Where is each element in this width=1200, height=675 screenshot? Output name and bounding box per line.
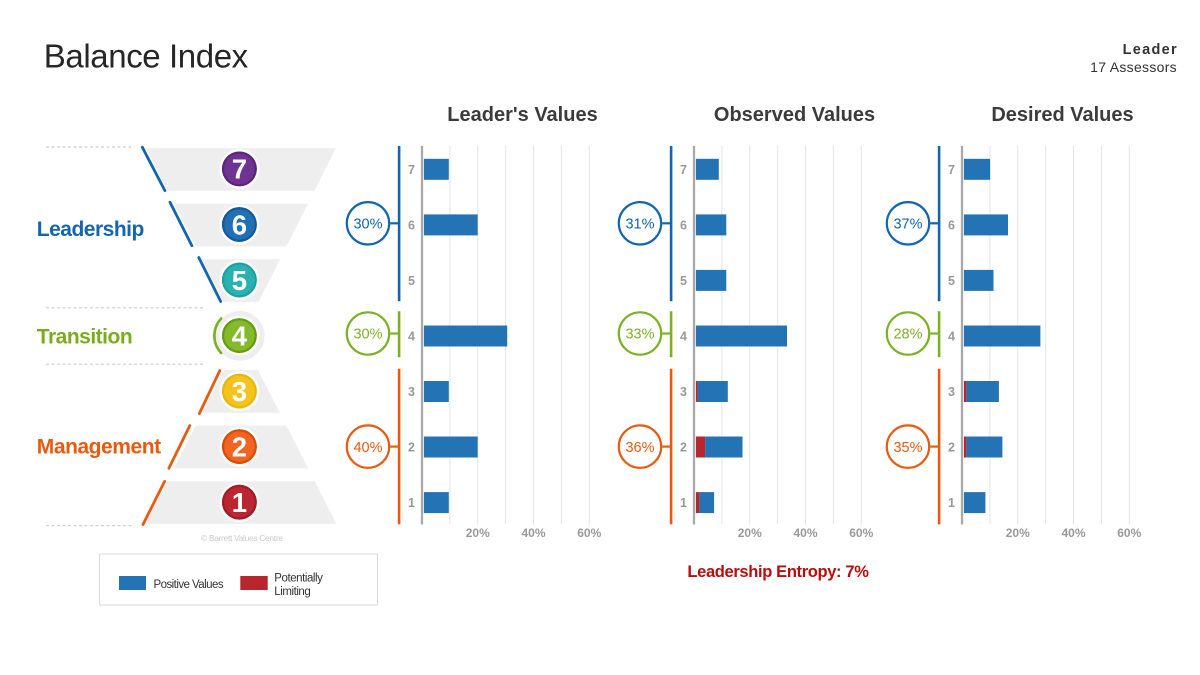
svg-text:30%: 30%: [353, 217, 382, 233]
svg-text:37%: 37%: [893, 217, 922, 233]
svg-text:5: 5: [408, 274, 415, 288]
svg-text:3: 3: [232, 376, 247, 407]
svg-text:20%: 20%: [738, 526, 762, 540]
svg-text:60%: 60%: [849, 526, 873, 540]
svg-text:Desired Values: Desired Values: [991, 104, 1133, 126]
svg-text:5: 5: [680, 274, 687, 288]
svg-text:Observed Values: Observed Values: [714, 104, 875, 126]
svg-text:20%: 20%: [466, 526, 490, 540]
svg-text:4: 4: [408, 330, 415, 344]
svg-text:1: 1: [948, 496, 955, 510]
svg-text:3: 3: [680, 385, 687, 399]
svg-text:2: 2: [408, 441, 415, 455]
svg-text:Leadership: Leadership: [37, 218, 144, 241]
svg-text:Potentially: Potentially: [274, 573, 323, 585]
svg-text:Leader's Values: Leader's Values: [447, 104, 597, 126]
svg-text:3: 3: [948, 385, 955, 399]
svg-text:35%: 35%: [893, 440, 922, 456]
svg-text:2: 2: [680, 441, 687, 455]
svg-text:Management: Management: [37, 435, 161, 458]
svg-text:© Barrett Values Centre: © Barrett Values Centre: [201, 533, 283, 543]
svg-text:1: 1: [408, 496, 415, 510]
svg-text:7: 7: [948, 163, 955, 177]
svg-text:40%: 40%: [522, 526, 546, 540]
svg-text:6: 6: [232, 209, 247, 240]
svg-text:2: 2: [232, 431, 247, 462]
svg-text:60%: 60%: [577, 526, 601, 540]
svg-text:7: 7: [232, 154, 247, 185]
svg-text:2: 2: [948, 441, 955, 455]
svg-text:33%: 33%: [625, 327, 654, 343]
svg-text:Leadership Entropy: 7%: Leadership Entropy: 7%: [687, 563, 869, 581]
svg-text:17 Assessors: 17 Assessors: [1090, 59, 1177, 75]
svg-text:60%: 60%: [1117, 526, 1141, 540]
svg-text:3: 3: [408, 385, 415, 399]
svg-text:6: 6: [948, 218, 955, 232]
svg-text:20%: 20%: [1006, 526, 1030, 540]
svg-text:5: 5: [232, 265, 247, 296]
svg-text:28%: 28%: [893, 327, 922, 343]
svg-text:1: 1: [232, 487, 247, 518]
svg-text:4: 4: [680, 330, 687, 344]
svg-text:30%: 30%: [353, 327, 382, 343]
svg-text:6: 6: [680, 218, 687, 232]
svg-text:Leader: Leader: [1123, 42, 1178, 58]
svg-text:Balance Index: Balance Index: [44, 38, 249, 75]
svg-text:7: 7: [408, 163, 415, 177]
svg-text:36%: 36%: [625, 440, 654, 456]
svg-text:7: 7: [680, 163, 687, 177]
svg-text:Positive Values: Positive Values: [154, 579, 224, 591]
svg-text:Transition: Transition: [37, 325, 132, 348]
svg-text:4: 4: [232, 320, 248, 351]
svg-text:Limiting: Limiting: [274, 586, 310, 598]
svg-text:31%: 31%: [625, 217, 654, 233]
svg-text:40%: 40%: [794, 526, 818, 540]
svg-text:40%: 40%: [353, 440, 382, 456]
svg-text:5: 5: [948, 274, 955, 288]
svg-text:6: 6: [408, 218, 415, 232]
svg-text:4: 4: [948, 330, 955, 344]
svg-text:1: 1: [680, 496, 687, 510]
svg-text:40%: 40%: [1062, 526, 1086, 540]
